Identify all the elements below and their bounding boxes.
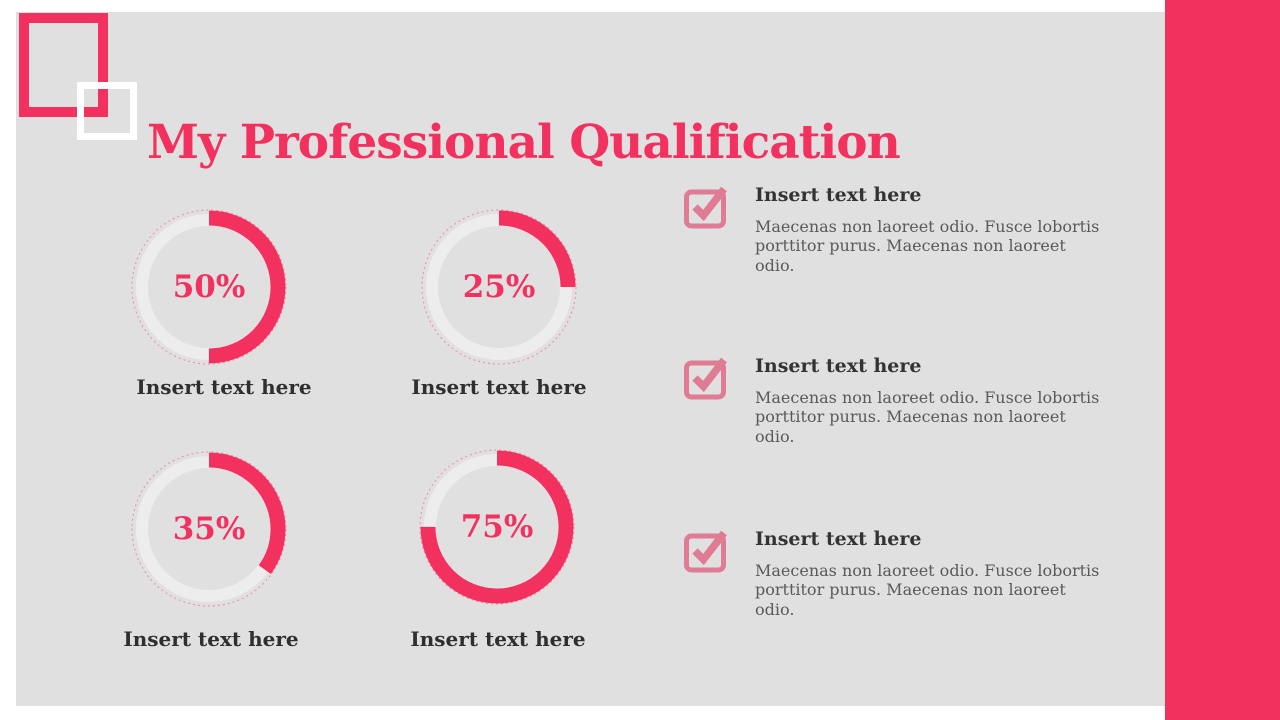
donut-chart-25: 25%	[417, 205, 581, 369]
donut-percent-label: 35%	[172, 511, 246, 547]
check-item-heading: Insert text here	[755, 528, 922, 550]
donut-ring-icon	[131, 451, 287, 607]
check-list-item: Insert text here Maecenas non laoreet od…	[683, 526, 1107, 619]
decor-square-white	[77, 82, 137, 140]
decor-square-pink	[19, 13, 108, 117]
donut-percent-label: 50%	[172, 269, 246, 305]
check-item-body: Maecenas non laoreet odio. Fusce loborti…	[755, 387, 1100, 446]
donut-chart-50: 50%	[127, 205, 291, 369]
donut-chart-35: 35%	[127, 447, 291, 611]
donut-ring-icon	[419, 449, 575, 605]
slide-title: My Professional Qualification	[147, 115, 901, 171]
donut-ring-icon	[421, 209, 577, 365]
accent-side-bar	[1165, 0, 1280, 720]
donut-caption: Insert text here	[123, 627, 299, 651]
donut-percent-label: 75%	[460, 509, 534, 545]
donut-ring-icon	[131, 209, 287, 365]
check-item-heading: Insert text here	[755, 355, 922, 377]
check-item-body: Maecenas non laoreet odio. Fusce loborti…	[755, 216, 1100, 275]
donut-caption: Insert text here	[136, 375, 312, 399]
checkbox-checked-icon	[684, 530, 727, 573]
donut-percent-label: 25%	[462, 269, 536, 305]
donut-caption: Insert text here	[410, 627, 586, 651]
check-list-item: Insert text here Maecenas non laoreet od…	[683, 353, 1107, 446]
checkbox-checked-icon	[684, 357, 727, 400]
check-item-heading: Insert text here	[755, 184, 922, 206]
check-item-body: Maecenas non laoreet odio. Fusce loborti…	[755, 560, 1100, 619]
donut-chart-75: 75%	[415, 445, 579, 609]
checkbox-checked-icon	[684, 186, 727, 229]
donut-caption: Insert text here	[411, 375, 587, 399]
check-list-item: Insert text here Maecenas non laoreet od…	[683, 182, 1107, 275]
